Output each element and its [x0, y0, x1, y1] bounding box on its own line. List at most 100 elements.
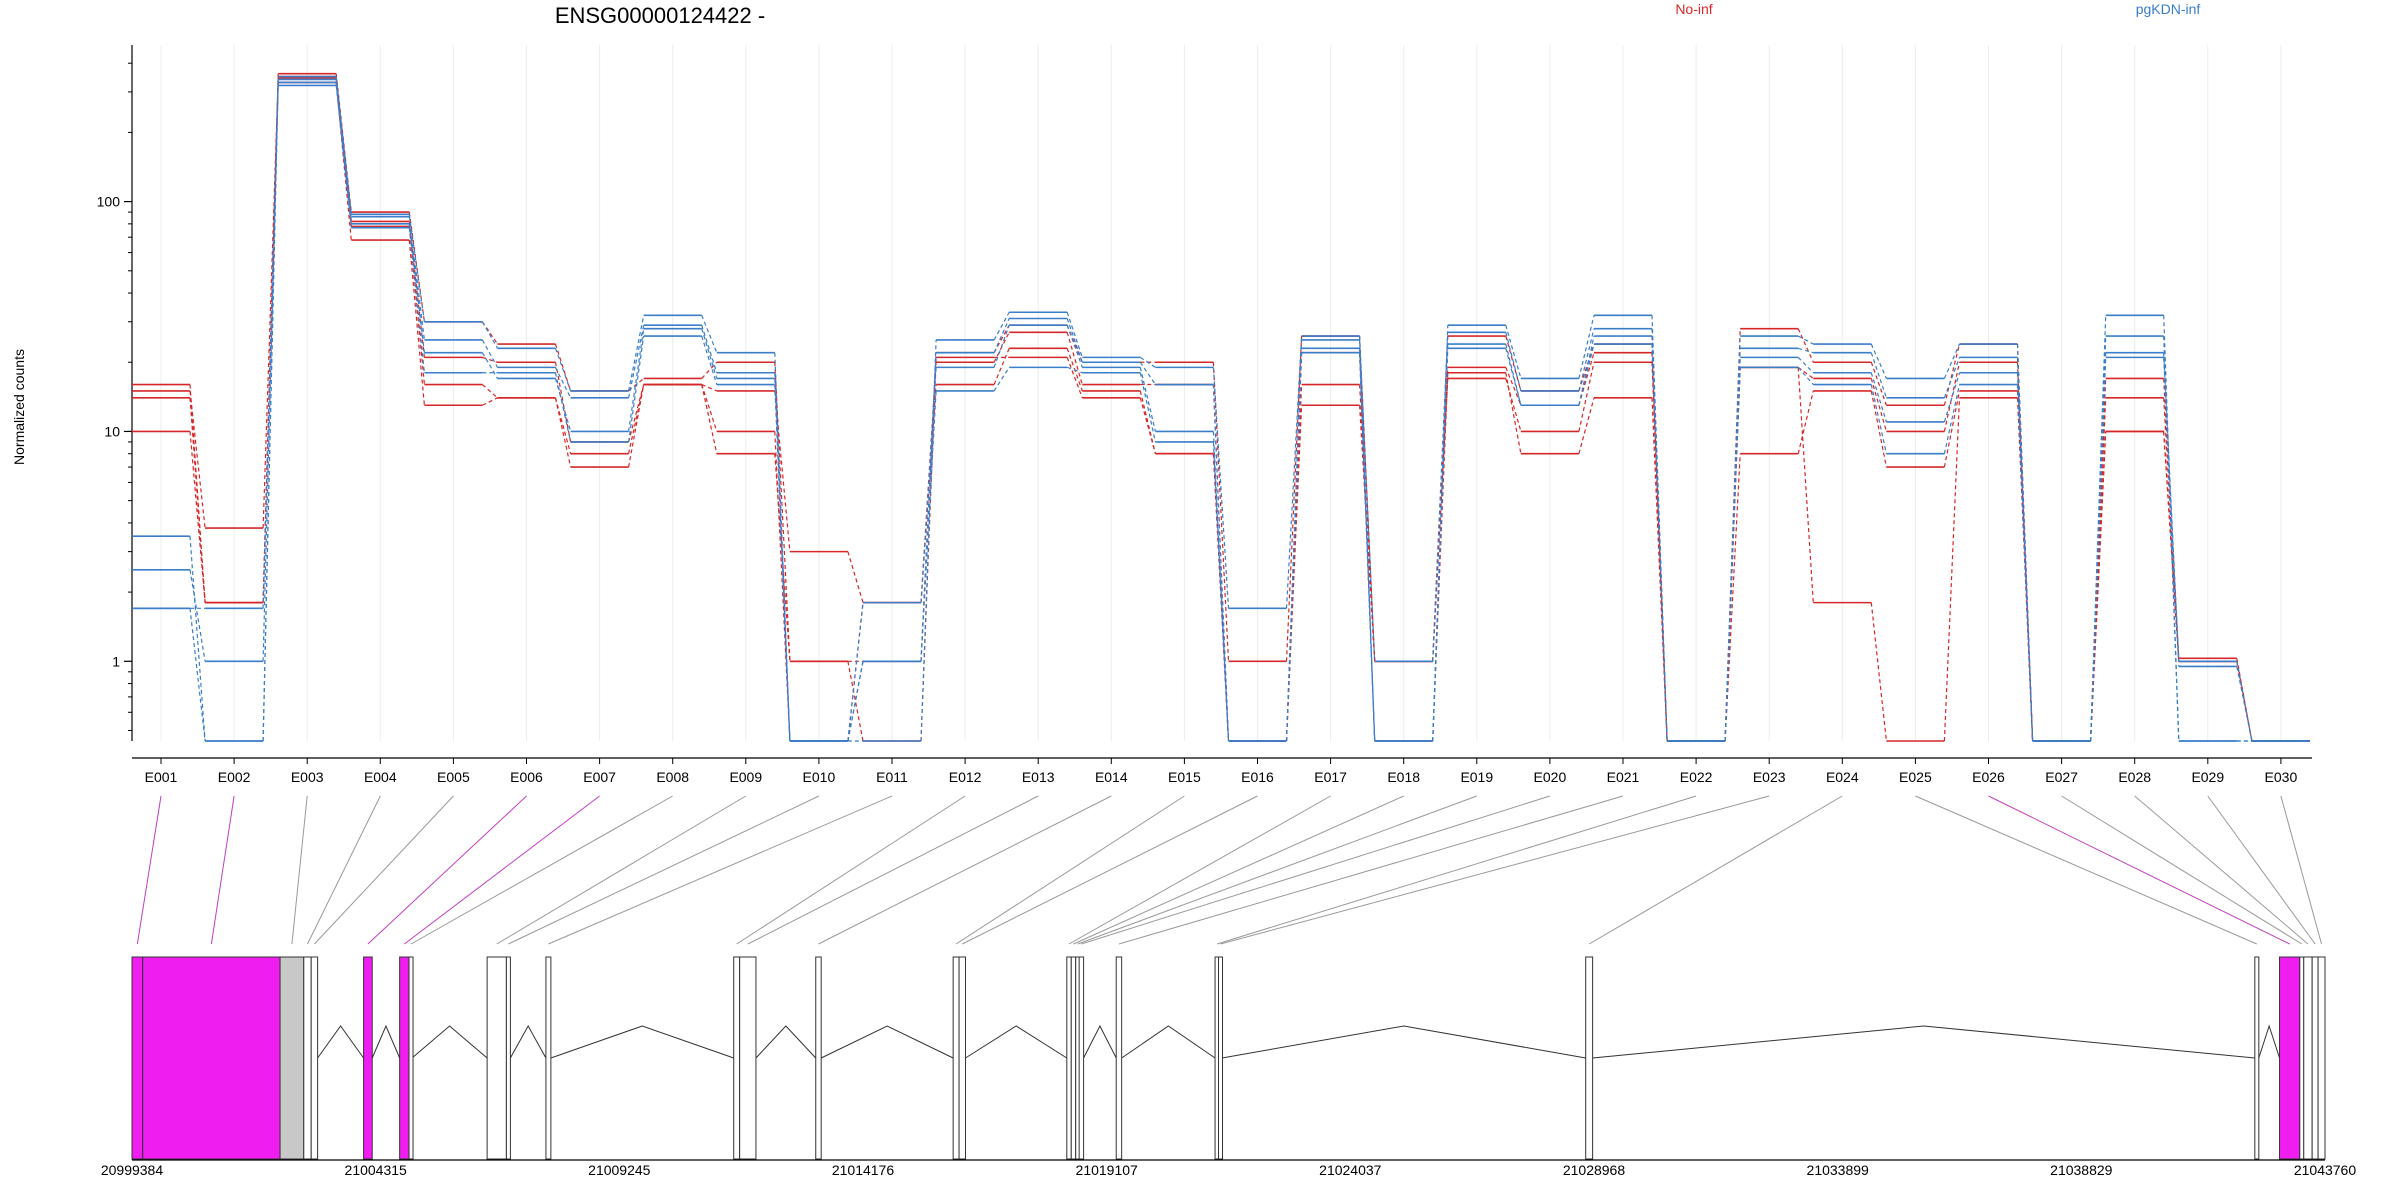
series-connector: [1066, 324, 1083, 368]
series-connector: [1797, 335, 1814, 345]
exon-block: [2254, 956, 2260, 1160]
series-connector: [774, 390, 791, 552]
series-connector: [335, 82, 352, 224]
series-connector: [482, 397, 498, 406]
series-connector: [1578, 397, 1595, 454]
series-connector: [1066, 357, 1083, 399]
series-connector: [408, 227, 425, 373]
series-connector: [1432, 348, 1449, 742]
series-connector: [481, 339, 499, 368]
series-connector: [554, 348, 572, 392]
x-tick-label: E024: [1826, 769, 1859, 785]
series-connector: [847, 551, 864, 603]
series-connector: [1578, 343, 1595, 392]
series-connector: [1797, 366, 1814, 379]
series-connector: [2090, 357, 2107, 742]
intron: [317, 1025, 364, 1059]
bin-connector: [1220, 795, 1770, 945]
y-tick-label: 100: [97, 194, 121, 210]
genomic-tick-label: 21019107: [1076, 1162, 1139, 1178]
genomic-tick-label: 21024037: [1319, 1162, 1382, 1178]
exon-block: [2303, 956, 2313, 1160]
exon-block: [545, 956, 552, 1160]
series-connector: [847, 602, 864, 742]
intron: [2258, 1024, 2281, 1059]
exon-block: [1585, 956, 1594, 1160]
series-connector: [482, 356, 498, 363]
bin-connector: [1077, 795, 1477, 945]
series-connector: [335, 79, 352, 217]
series-connector: [701, 383, 718, 392]
series-connector: [1139, 397, 1156, 454]
series-pgkdn-inf: [132, 84, 2310, 742]
series-connector: [1212, 431, 1230, 742]
bin-connector: [962, 795, 1258, 945]
exon-block: [279, 956, 305, 1160]
series-connector: [1139, 361, 1156, 385]
vertical-gridlines: [160, 45, 2282, 741]
series-connector: [1797, 366, 1814, 385]
series-connector: [628, 325, 645, 398]
bin-connector: [1118, 795, 1624, 945]
series-connector: [993, 324, 1010, 368]
bin-connector: [1915, 795, 2258, 945]
series-connector: [2236, 658, 2253, 742]
exon-block: [505, 956, 511, 1160]
intron: [1221, 1025, 1586, 1059]
series-connector: [1578, 362, 1595, 432]
intron: [371, 1024, 401, 1059]
series-no-inf: [132, 77, 2310, 742]
series-connector: [335, 73, 352, 213]
x-tick-label: E003: [291, 769, 324, 785]
series-connector: [701, 328, 718, 379]
bin-connector: [955, 795, 1185, 945]
series-connector: [1505, 343, 1522, 406]
series-connector: [1943, 362, 1961, 432]
series-connector: [335, 85, 352, 228]
exon-block: [2317, 956, 2326, 1160]
series-connector: [847, 661, 864, 742]
intron: [820, 1025, 954, 1059]
series-connector: [262, 82, 279, 662]
series-connector: [1943, 357, 1961, 399]
series-connector: [628, 315, 645, 392]
exon-block: [1070, 956, 1077, 1160]
series-connector: [1797, 390, 1814, 454]
bin-to-exon-connectors: [136, 795, 2323, 945]
series-no-inf: [132, 75, 2310, 742]
x-tick-label: E012: [949, 769, 982, 785]
series-connector: [1505, 335, 1522, 392]
series-connector: [1651, 362, 1668, 742]
series-connector: [554, 343, 572, 392]
x-tick-label: E019: [1460, 769, 1493, 785]
y-tick-label: 1: [112, 653, 120, 669]
series-lines: [132, 72, 2310, 742]
x-tick-label: E017: [1314, 769, 1347, 785]
series-connector: [482, 384, 498, 399]
exon-block: [408, 956, 414, 1160]
series-connector: [554, 397, 572, 468]
legend-item-pgkdn-inf: pgKDN-inf: [2136, 1, 2201, 17]
chart-title: ENSG00000124422 -: [555, 3, 765, 28]
exon-block: [303, 956, 312, 1160]
series-connector: [1139, 356, 1156, 368]
series-connector: [1578, 343, 1595, 406]
x-tick-label: E005: [437, 769, 470, 785]
bin-connector: [2061, 795, 2303, 945]
bin-connector: [2280, 795, 2323, 945]
series-connector: [1870, 343, 1887, 379]
exon-block: [142, 956, 281, 1160]
bin-connector: [508, 795, 820, 945]
series-connector: [481, 321, 498, 345]
bin-connector: [818, 795, 1112, 945]
bin-connector: [2134, 795, 2309, 945]
series-connector: [1432, 332, 1449, 662]
exon-block: [1078, 956, 1085, 1160]
bin-connector: [496, 795, 747, 945]
series-connector: [920, 367, 937, 603]
x-tick-label: E004: [364, 769, 397, 785]
series-connector: [628, 378, 645, 392]
bin-connector: [367, 795, 527, 945]
bin-connector: [2207, 795, 2316, 945]
